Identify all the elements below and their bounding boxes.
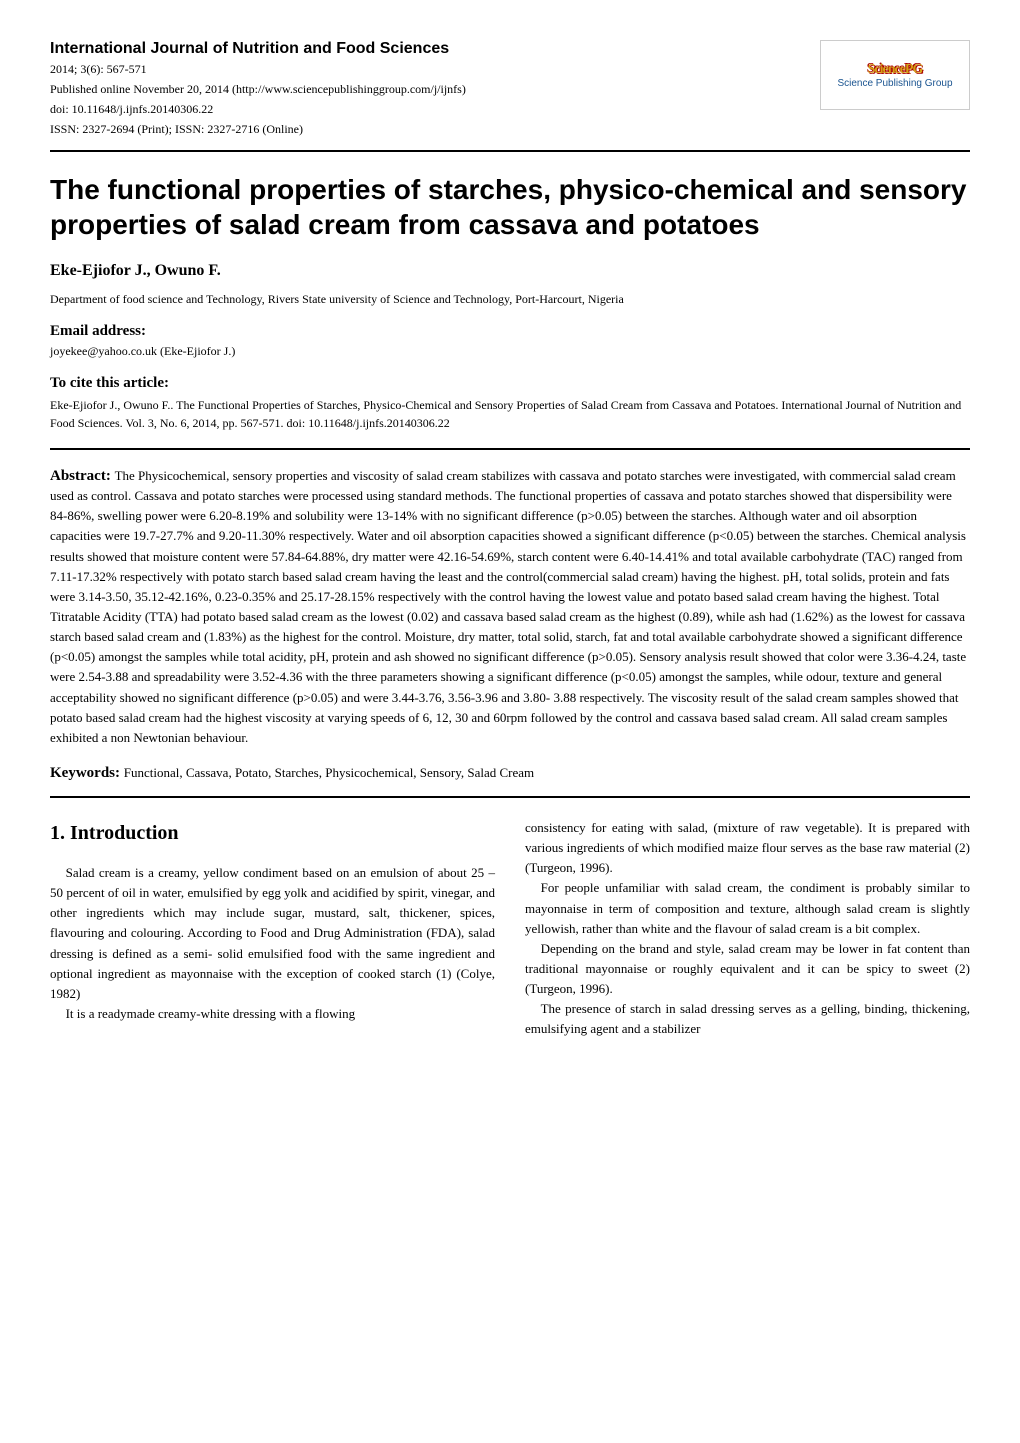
body-columns: 1. Introduction Salad cream is a creamy,… — [50, 818, 970, 1040]
divider-top — [50, 150, 970, 152]
intro-p6: The presence of starch in salad dressing… — [525, 999, 970, 1039]
divider-abstract-top — [50, 448, 970, 450]
abstract-section: Abstract: The Physicochemical, sensory p… — [50, 466, 970, 748]
keywords-text: Functional, Cassava, Potato, Starches, P… — [124, 765, 534, 780]
logo-top-text: SciencePG — [868, 62, 923, 78]
intro-p2: It is a readymade creamy-white dressing … — [50, 1004, 495, 1024]
affiliation: Department of food science and Technolog… — [50, 292, 970, 307]
email-text: joyekee@yahoo.co.uk (Eke-Ejiofor J.) — [50, 344, 970, 359]
keywords-section: Keywords: Functional, Cassava, Potato, S… — [50, 764, 970, 782]
intro-p4: For people unfamiliar with salad cream, … — [525, 878, 970, 938]
publisher-logo: SciencePG Science Publishing Group — [820, 40, 970, 110]
journal-title: International Journal of Nutrition and F… — [50, 40, 820, 58]
header-left: International Journal of Nutrition and F… — [50, 40, 820, 138]
intro-p5: Depending on the brand and style, salad … — [525, 939, 970, 999]
keywords-label: Keywords: — [50, 765, 124, 781]
email-label: Email address: — [50, 323, 970, 340]
journal-doi: doi: 10.11648/j.ijnfs.20140306.22 — [50, 100, 820, 118]
authors: Eke-Ejiofor J., Owuno F. — [50, 262, 970, 280]
journal-issue: 2014; 3(6): 567-571 — [50, 60, 820, 78]
journal-published: Published online November 20, 2014 (http… — [50, 80, 820, 98]
cite-label: To cite this article: — [50, 375, 970, 392]
paper-title: The functional properties of starches, p… — [50, 172, 970, 242]
intro-heading: 1. Introduction — [50, 818, 495, 849]
logo-bottom-text: Science Publishing Group — [837, 78, 952, 89]
intro-p1: Salad cream is a creamy, yellow condimen… — [50, 863, 495, 1004]
column-right: consistency for eating with salad, (mixt… — [525, 818, 970, 1040]
abstract-label: Abstract: — [50, 468, 115, 484]
intro-p3: consistency for eating with salad, (mixt… — [525, 818, 970, 878]
divider-keywords-bottom — [50, 796, 970, 798]
header-section: International Journal of Nutrition and F… — [50, 40, 970, 138]
abstract-text: The Physicochemical, sensory properties … — [50, 468, 966, 745]
column-left: 1. Introduction Salad cream is a creamy,… — [50, 818, 495, 1040]
cite-text: Eke-Ejiofor J., Owuno F.. The Functional… — [50, 396, 970, 432]
journal-issn: ISSN: 2327-2694 (Print); ISSN: 2327-2716… — [50, 120, 820, 138]
